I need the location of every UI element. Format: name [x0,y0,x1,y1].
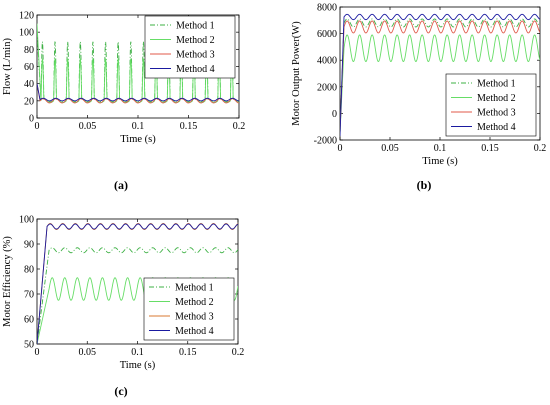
legend-box [143,277,235,341]
legend-entry: Method 3 [175,312,214,323]
legend-entry: Method 2 [176,35,215,46]
legend-box [445,73,537,137]
y-tick-label: 60 [24,315,34,326]
legend: Method 1 Method 2 Method 3 Method 4 [144,15,236,79]
y-tick-label: 40 [24,79,34,90]
x-tick-label: 0.2 [232,347,245,358]
y-tick-label: 2000 [317,82,337,93]
legend-entry: Method 1 [176,21,215,32]
panel-label-c: (c) [114,384,127,398]
x-tick-label: 0 [35,347,40,358]
x-tick-label: 0.05 [381,143,399,154]
x-tick-label: 0.15 [179,347,197,358]
x-tick-label: 0.1 [132,121,145,132]
x-tick-label: 0.05 [79,121,97,132]
y-tick-label: 100 [19,215,34,226]
legend-entry: Method 1 [477,79,516,90]
y-tick-label: 120 [19,11,34,22]
y-tick-label: 100 [19,28,34,39]
y-tick-label: 50 [24,340,34,351]
x-axis-label: Time (s) [120,360,156,371]
legend-entry: Method 2 [175,297,214,308]
legend-entry: Method 2 [477,93,516,104]
chart-panel-b: 0 0.05 0.1 0.15 0.2-200002000400060008000Tim… [291,3,546,193]
chart-panel-a: 0 0.05 0.1 0.15 0.2 0 20 40 60 80 100 120 Time (s) Fl… [2,11,245,193]
legend-entry: Method 3 [176,50,215,61]
y-tick-label: 90 [24,240,34,251]
y-tick-label: 70 [24,290,34,301]
legend: Method 1 Method 2 Method 3 Method 4 [445,73,537,137]
chart-panel-c: 0 0.05 0.1 0.15 0.2 50 60 70 80 90 100 Time (s) Moto… [2,215,244,399]
y-axis-label: Flow (L/min) [2,38,13,95]
series-line-method-4 [340,13,540,137]
series-line-method-1 [37,247,238,344]
y-tick-label: 0 [332,109,337,120]
legend: Method 1 Method 2 Method 3 Method 4 [143,277,235,341]
x-tick-label: 0.1 [434,143,447,154]
x-tick-label: 0 [338,143,343,154]
y-tick-label: 20 [24,96,34,107]
x-tick-label: 0.15 [180,121,198,132]
legend-entry: Method 1 [175,283,214,294]
x-tick-label: 0.2 [534,143,547,154]
y-tick-label: 4000 [317,56,337,67]
y-tick-label: 0 [29,114,34,125]
y-axis-label: Motor Output Power(W) [291,21,302,126]
x-tick-label: 0.15 [481,143,499,154]
y-tick-label: 60 [24,62,34,73]
x-tick-label: 0.05 [79,347,97,358]
legend-entry: Method 4 [477,122,516,133]
y-tick-label: 6000 [317,29,337,40]
series-line-method-3 [340,20,540,134]
y-tick-label: 8000 [317,3,337,14]
legend-entry: Method 4 [176,64,215,75]
x-axis-label: Time (s) [422,156,458,167]
y-tick-label: 80 [24,45,34,56]
panel-label-b: (b) [417,178,432,192]
y-tick-label: -2000 [314,136,337,147]
y-tick-label: 80 [24,265,34,276]
series-line-method-4 [37,83,239,102]
x-tick-label: 0 [35,121,40,132]
series-line-method-1 [340,18,540,134]
x-tick-label: 0.1 [131,347,144,358]
series-line-method-3 [37,83,239,104]
x-tick-label: 0.2 [233,121,246,132]
series-line-method-4 [37,223,238,344]
panel-label-a: (a) [114,178,128,192]
legend-entry: Method 4 [175,326,214,337]
y-axis-label: Motor Efficiency (%) [2,236,13,327]
series-line-method-2 [340,34,540,134]
x-axis-label: Time (s) [120,134,156,145]
legend-box [144,15,236,79]
legend-entry: Method 3 [477,108,516,119]
